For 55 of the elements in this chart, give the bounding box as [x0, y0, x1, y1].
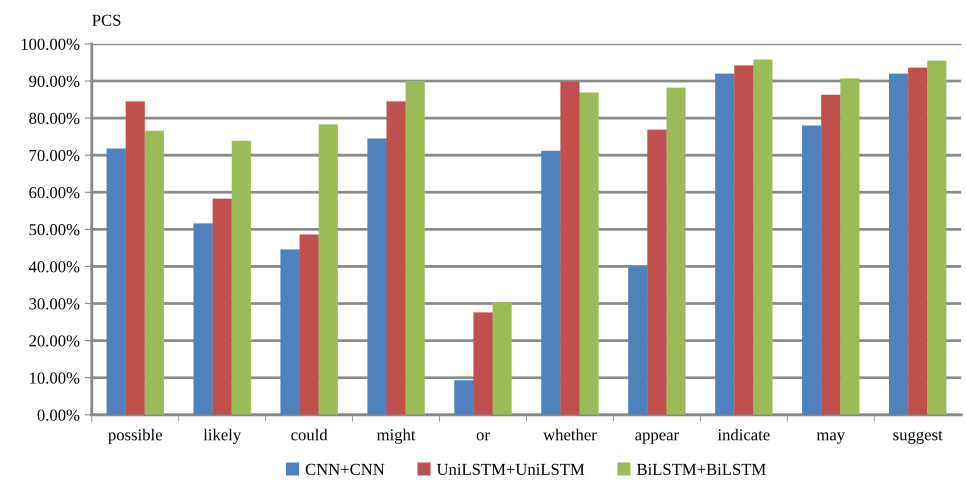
bar — [406, 80, 425, 415]
bar — [647, 130, 666, 415]
bar — [802, 126, 822, 415]
bar — [840, 78, 860, 415]
legend-label: CNN+CNN — [306, 464, 384, 476]
legend-label: UniLSTM+UniLSTM — [436, 464, 584, 476]
y-tick-label: 30.00% — [29, 298, 80, 310]
y-tick-label: 50.00% — [30, 224, 80, 236]
bar — [492, 302, 512, 415]
bar — [318, 124, 338, 415]
bar — [734, 65, 754, 415]
bar — [666, 88, 686, 415]
bar — [280, 249, 300, 415]
bar — [232, 140, 251, 415]
x-tick-label: whether — [543, 428, 597, 440]
x-tick-label: likely — [204, 428, 242, 444]
legend-label: BiLSTM+BiLSTM — [636, 464, 766, 476]
bar — [580, 92, 599, 415]
bar — [541, 150, 560, 415]
x-tick-label: or — [476, 432, 490, 440]
x-tick-label: suggest — [893, 430, 943, 444]
bar — [300, 234, 319, 415]
y-tick-label: 20.00% — [29, 335, 80, 347]
y-tick-label: 80.00% — [29, 112, 80, 124]
bar — [908, 68, 928, 415]
y-tick-label: 10.00% — [30, 372, 80, 384]
x-tick-label: may — [816, 432, 846, 444]
bar — [889, 74, 908, 415]
bar — [106, 148, 126, 415]
bar — [386, 101, 406, 415]
bar — [715, 74, 734, 415]
bar — [473, 312, 493, 415]
bar — [126, 101, 145, 415]
y-axis-title: PCS — [92, 14, 120, 26]
bar — [144, 130, 164, 415]
bar — [212, 198, 232, 415]
x-tick-label: might — [376, 428, 416, 444]
bar — [367, 138, 386, 415]
bar — [628, 266, 648, 415]
y-tick-label: 100.00% — [22, 38, 80, 50]
y-tick-label: 70.00% — [30, 150, 80, 162]
y-tick-label: 0.00% — [38, 410, 80, 421]
bar — [560, 82, 580, 415]
x-tick-label: could — [291, 428, 328, 440]
bar — [753, 59, 773, 415]
y-tick-label: 60.00% — [29, 186, 80, 198]
x-tick-label: possible — [108, 428, 162, 444]
bar — [927, 60, 946, 415]
x-tick-label: indicate — [718, 428, 770, 440]
x-tick-label: appear — [635, 432, 679, 444]
bar — [193, 223, 213, 415]
bar — [821, 94, 840, 415]
y-tick-label: 90.00% — [29, 76, 80, 88]
bar — [454, 380, 474, 415]
y-tick-label: 40.00% — [28, 261, 80, 272]
